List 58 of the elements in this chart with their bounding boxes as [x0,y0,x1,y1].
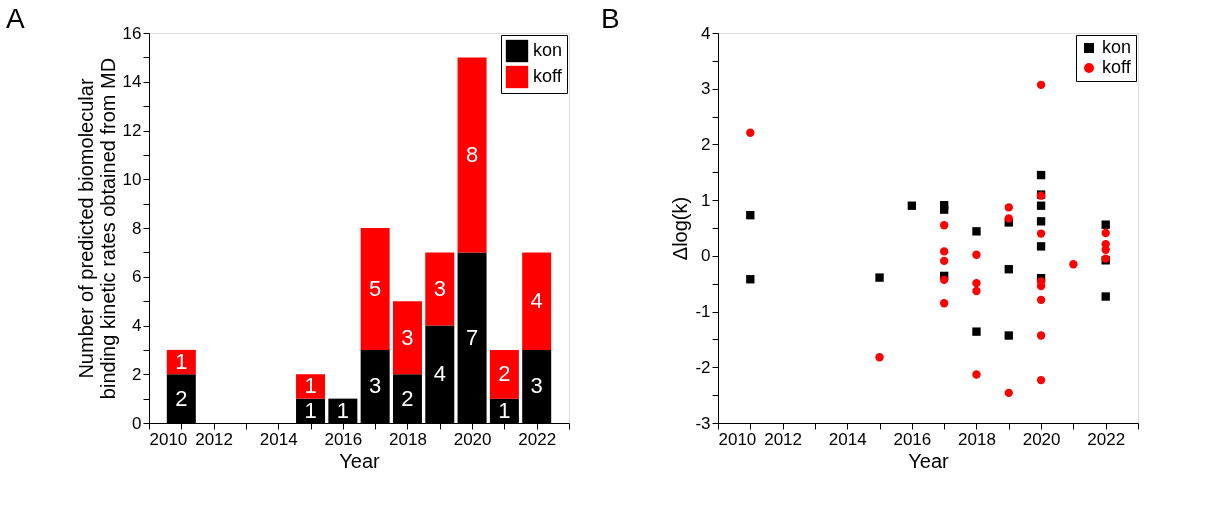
x-tick-label: 2020 [1022,429,1061,449]
y-tick-label: 3 [701,79,711,99]
y-tick-label: 14 [122,72,142,92]
data-label: 1 [304,397,317,423]
x-tick-label: 2020 [453,429,492,449]
x-tick-label: 2018 [958,429,996,449]
y-tick-label: 4 [132,316,142,335]
x-tick-label: 2014 [259,429,298,449]
legend-label: kon [1102,37,1132,57]
data-label: 1 [304,373,317,399]
data-label: 3 [369,373,382,399]
data-label: 4 [433,361,446,387]
x-tick-label: 2016 [324,429,363,449]
y-axis-title: Number of predicted biomolecular binding kinetic rates obtained from MD [74,57,119,400]
y-tick-label: 0 [701,246,711,266]
data-label: 1 [336,397,349,423]
x-axis-title: Year [339,449,381,472]
data-label: 1 [175,349,188,375]
legend-label: koff [1102,57,1132,77]
y-tick-label: 6 [132,267,142,287]
data-label: 1 [498,397,511,423]
y-tick-label: 4 [701,23,711,43]
x-tick-label: 2018 [389,429,427,449]
y-axis-title: Δlog(k) [669,196,692,261]
y-tick-label: 12 [122,121,142,140]
y-tick-label: -2 [695,357,711,377]
x-tick-label: 2016 [893,429,932,449]
data-label: 2 [401,385,414,411]
legend-label: kon [533,40,563,60]
data-label: 8 [465,141,479,167]
x-tick-label: 2022 [1087,429,1126,449]
x-tick-label: 2010 [149,429,188,449]
y-tick-label: 16 [122,23,142,43]
y-tick-label: 2 [132,364,142,384]
y-tick-label: 1 [701,190,711,210]
x-tick-label: 2012 [195,429,234,449]
y-tick-label: 10 [122,169,142,189]
x-axis-title: Year [908,449,950,472]
chart-title: B [600,3,620,34]
data-label: 3 [530,373,543,399]
chart-title: A [6,3,26,34]
y-tick-label: 2 [701,134,711,154]
data-label: 3 [433,275,446,301]
data-label: 2 [498,361,511,387]
data-label: 4 [530,288,543,314]
y-tick-label: 0 [132,413,142,433]
x-tick-label: 2022 [518,429,557,449]
data-label: 5 [369,275,382,301]
legend-label: koff [533,66,563,86]
data-label: 7 [465,324,479,350]
y-tick-label: 8 [132,218,142,238]
x-tick-label: 2014 [828,429,867,449]
x-tick-label: 2012 [764,429,803,449]
y-tick-label: -3 [695,413,711,433]
data-label: 2 [175,385,188,411]
x-tick-label: 2010 [718,429,757,449]
data-label: 3 [401,324,414,350]
y-tick-label: -1 [695,302,711,322]
